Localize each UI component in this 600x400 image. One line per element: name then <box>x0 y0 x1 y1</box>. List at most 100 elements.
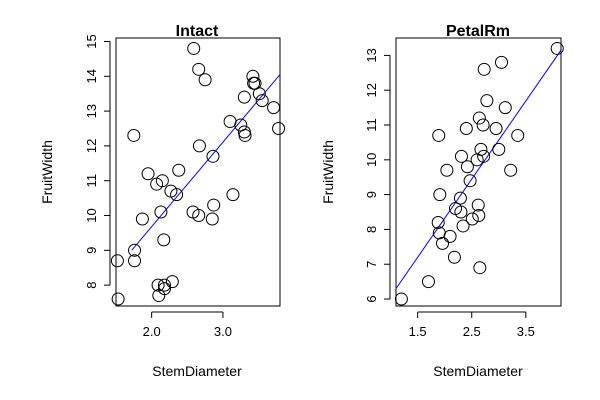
data-point <box>489 121 503 135</box>
data-point <box>431 215 445 229</box>
x-tick-label: 3.0 <box>214 324 232 339</box>
data-point <box>477 62 491 76</box>
data-point <box>498 101 512 115</box>
y-tick-label: 6 <box>364 295 379 302</box>
data-point <box>454 205 468 219</box>
data-point <box>494 55 508 69</box>
data-point <box>172 163 186 177</box>
data-point <box>477 149 491 163</box>
x-tick-label: 3.5 <box>517 324 535 339</box>
data-point <box>207 198 221 212</box>
data-point <box>436 236 450 250</box>
y-tick-label: 10 <box>84 208 99 222</box>
data-point <box>157 282 171 296</box>
data-point <box>473 261 487 275</box>
y-tick-label: 10 <box>364 153 379 167</box>
regression-line <box>395 49 562 289</box>
panel-intact: Intact StemDiameter FruitWidth 2.0 3.0 8 9 1… <box>39 23 286 379</box>
data-point <box>238 128 252 142</box>
data-point <box>471 198 485 212</box>
data-point <box>154 205 168 219</box>
data-point <box>141 167 155 181</box>
data-point <box>187 41 201 55</box>
y-tick-label: 13 <box>364 48 379 62</box>
y-tick-label: 8 <box>84 281 99 288</box>
y-tick-label: 9 <box>84 247 99 254</box>
y-axis-label: FruitWidth <box>39 140 55 204</box>
regression-line <box>131 74 281 251</box>
data-point <box>165 275 179 289</box>
y-tick-label: 7 <box>364 261 379 268</box>
data-point <box>128 254 142 268</box>
x-tick-label: 2.5 <box>463 324 481 339</box>
data-point <box>474 142 488 156</box>
data-point <box>447 250 461 264</box>
y-tick-label: 15 <box>84 34 99 48</box>
data-point <box>111 292 125 306</box>
data-point <box>170 188 184 202</box>
y-tick-label: 14 <box>84 69 99 83</box>
data-point <box>453 191 467 205</box>
data-point <box>267 101 281 115</box>
data-point <box>460 160 474 174</box>
data-point <box>456 219 470 233</box>
plot-frame <box>395 37 562 307</box>
data-point <box>151 278 165 292</box>
data-point <box>237 90 251 104</box>
data-point <box>226 188 240 202</box>
data-point <box>504 163 518 177</box>
data-point <box>440 163 454 177</box>
data-point <box>421 275 435 289</box>
y-axis-label: FruitWidth <box>320 140 336 204</box>
x-tick-label: 1.5 <box>409 324 427 339</box>
data-point <box>432 128 446 142</box>
data-point <box>443 229 457 243</box>
data-point <box>511 128 525 142</box>
data-point <box>472 209 486 223</box>
data-point <box>252 87 266 101</box>
plot-frame <box>115 37 281 307</box>
chart-title: PetalRm <box>446 23 510 40</box>
data-point <box>255 94 269 108</box>
data-point <box>465 212 479 226</box>
data-point <box>128 243 142 257</box>
y-tick-label: 9 <box>364 191 379 198</box>
data-point <box>198 73 212 87</box>
data-point <box>192 139 206 153</box>
data-point <box>480 94 494 108</box>
data-point <box>476 118 490 132</box>
x-tick-label: 2.0 <box>143 324 161 339</box>
y-tick-label: 13 <box>84 104 99 118</box>
x-axis-label: StemDiameter <box>152 363 242 379</box>
data-point <box>433 188 447 202</box>
data-point <box>205 212 219 226</box>
data-point <box>127 128 141 142</box>
y-tick-label: 12 <box>364 83 379 97</box>
data-point <box>155 174 169 188</box>
data-point <box>463 174 477 188</box>
y-tick-label: 11 <box>84 174 99 188</box>
data-point <box>394 292 408 306</box>
chart-title: Intact <box>176 23 219 40</box>
data-point <box>459 121 473 135</box>
data-point <box>135 212 149 226</box>
data-point <box>157 278 171 292</box>
data-point <box>472 111 486 125</box>
data-point <box>192 209 206 223</box>
data-point <box>454 149 468 163</box>
data-point <box>492 142 506 156</box>
data-point <box>192 62 206 76</box>
x-axis-label: StemDiameter <box>433 363 523 379</box>
data-point <box>110 254 124 268</box>
data-point <box>550 41 564 55</box>
data-point <box>157 233 171 247</box>
data-point <box>272 121 286 135</box>
y-tick-label: 8 <box>364 226 379 233</box>
data-point <box>246 69 260 83</box>
panel-petalrm: PetalRm StemDiameter FruitWidth 1.5 2.5 3.… <box>320 23 564 379</box>
y-tick-label: 12 <box>84 139 99 153</box>
data-point <box>206 149 220 163</box>
data-point <box>223 115 237 129</box>
y-tick-label: 11 <box>364 118 379 132</box>
